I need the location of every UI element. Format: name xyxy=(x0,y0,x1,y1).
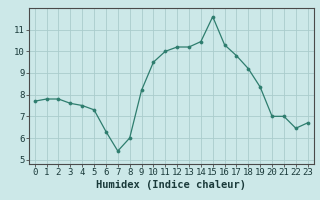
X-axis label: Humidex (Indice chaleur): Humidex (Indice chaleur) xyxy=(96,180,246,190)
